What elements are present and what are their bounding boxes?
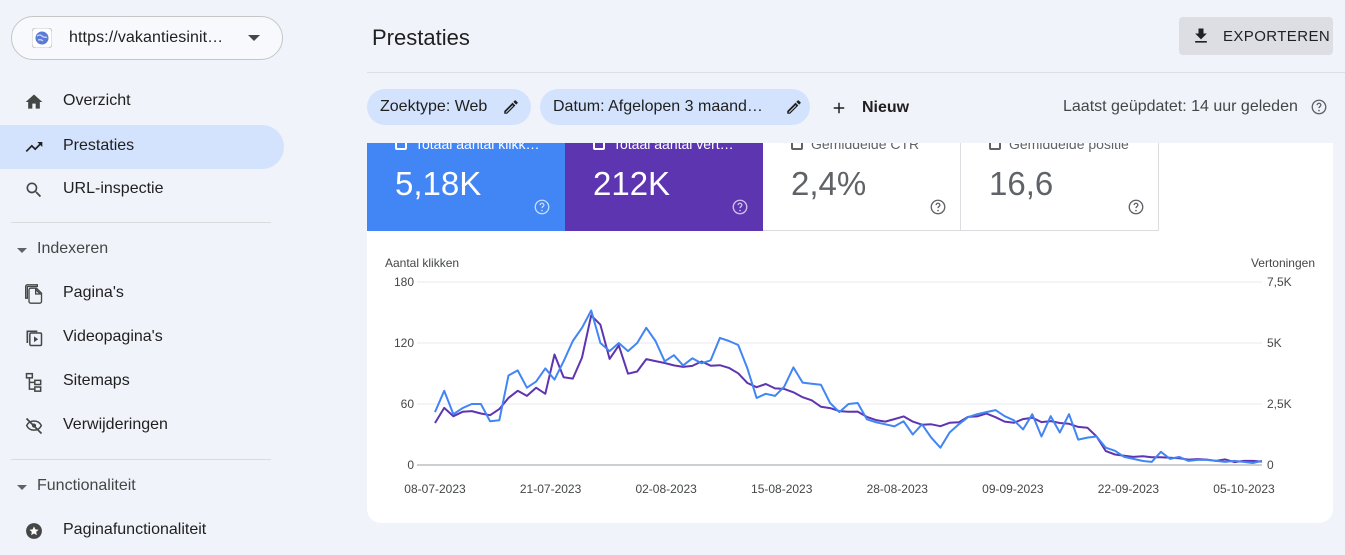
x-tick-label: 05-10-2023: [1213, 482, 1275, 496]
x-tick-label: 15-08-2023: [751, 482, 813, 496]
metric-card-clicks[interactable]: Totaal aantal klikk… 5,18K: [367, 143, 565, 231]
filter-chip-search-type[interactable]: Zoektype: Web: [367, 89, 531, 125]
section-title: Indexeren: [37, 240, 109, 257]
chart-svg: Aantal klikken Vertoningen 180 7,5K 120 5K 6…: [385, 256, 1315, 496]
x-tick-label: 09-09-2023: [982, 482, 1044, 496]
property-url: https://vakantiesinit…: [69, 29, 224, 46]
right-tick-label: 0: [1267, 458, 1274, 472]
new-filter-label: Nieuw: [862, 99, 910, 116]
divider: [11, 459, 271, 460]
edit-icon[interactable]: [785, 98, 803, 116]
nav-item-paginas[interactable]: Pagina's: [0, 272, 284, 316]
help-icon[interactable]: [533, 198, 551, 216]
clicks-series-line: [434, 309, 1263, 464]
video-pages-icon: [26, 330, 43, 347]
nav-item-label: Pagina's: [63, 284, 124, 301]
metric-value: 16,6: [989, 165, 1054, 202]
help-icon[interactable]: [1127, 198, 1145, 216]
sitemap-icon: [25, 372, 42, 392]
metric-label: Gemiddelde positie: [1009, 143, 1129, 152]
x-tick-label: 08-07-2023: [404, 482, 466, 496]
plus-icon: [833, 102, 845, 114]
checkbox-unchecked-icon[interactable]: [791, 143, 803, 150]
help-icon[interactable]: [1310, 98, 1328, 116]
new-filter-button[interactable]: Nieuw: [828, 92, 918, 122]
help-icon[interactable]: [929, 198, 947, 216]
checkbox-unchecked-icon[interactable]: [989, 143, 1001, 150]
metric-value: 5,18K: [395, 165, 482, 202]
x-tick-label: 02-08-2023: [635, 482, 697, 496]
right-tick-label: 7,5K: [1267, 275, 1292, 289]
section-title: Functionaliteit: [37, 477, 136, 494]
section-header-indexeren[interactable]: Indexeren: [0, 238, 200, 262]
metric-card-impressions[interactable]: Totaal aantal vert… 212K: [565, 143, 763, 231]
chart-series: [434, 309, 1263, 464]
checkbox-checked-icon[interactable]: [395, 143, 407, 150]
pages-icon: [25, 284, 43, 304]
sidebar: https://vakantiesinit… Overzicht Prestat…: [0, 0, 300, 555]
checkbox-checked-icon[interactable]: [593, 143, 605, 150]
metric-card-position[interactable]: Gemiddelde positie 16,6: [961, 143, 1159, 231]
metric-label: Totaal aantal klikk…: [415, 143, 540, 152]
divider: [11, 222, 271, 223]
home-icon: [25, 94, 43, 109]
metric-value: 2,4%: [791, 165, 867, 202]
performance-chart: Aantal klikken Vertoningen 180 7,5K 120 5K 6…: [367, 243, 1333, 513]
right-tick-label: 2,5K: [1267, 397, 1292, 411]
impressions-series-line: [434, 314, 1263, 464]
chip-label: Datum: Afgelopen 3 maand…: [553, 98, 763, 115]
page-title: Prestaties: [372, 25, 470, 50]
left-tick-label: 60: [401, 397, 415, 411]
caret-down-icon: [17, 248, 27, 253]
caret-down-icon: [17, 485, 27, 490]
nav-item-label: Paginafunctionaliteit: [63, 521, 207, 538]
chevron-down-icon: [248, 35, 260, 41]
nav-item-label: Verwijderingen: [63, 416, 168, 433]
x-tick-label: 22-09-2023: [1098, 482, 1160, 496]
search-icon: [26, 182, 42, 198]
edit-icon[interactable]: [502, 98, 520, 116]
nav-item-verwijderingen[interactable]: Verwijderingen: [0, 404, 284, 448]
nav-item-prestaties[interactable]: Prestaties: [0, 125, 284, 169]
x-tick-label: 28-08-2023: [867, 482, 929, 496]
nav-item-label: Sitemaps: [63, 372, 130, 389]
section-header-functionaliteit[interactable]: Functionaliteit: [0, 475, 200, 499]
metric-label: Totaal aantal vert…: [613, 143, 734, 152]
left-tick-label: 120: [394, 336, 414, 350]
chip-label: Zoektype: Web: [380, 98, 488, 115]
right-axis-label: Vertoningen: [1251, 256, 1315, 270]
export-label: EXPORTEREN: [1223, 28, 1331, 45]
metric-value: 212K: [593, 165, 671, 202]
page-experience-icon: [26, 523, 42, 539]
trending-up-icon: [25, 142, 43, 152]
nav-item-label: Prestaties: [63, 137, 135, 154]
left-tick-label: 180: [394, 275, 414, 289]
export-button[interactable]: EXPORTEREN: [1179, 17, 1333, 55]
property-selector[interactable]: https://vakantiesinit…: [11, 16, 283, 60]
filter-chip-date[interactable]: Datum: Afgelopen 3 maand…: [540, 89, 810, 125]
left-axis-label: Aantal klikken: [385, 256, 459, 270]
last-updated-text: Laatst geüpdatet: 14 uur geleden: [1063, 98, 1298, 115]
help-icon[interactable]: [731, 198, 749, 216]
globe-icon: [32, 28, 52, 48]
left-tick-label: 0: [407, 458, 414, 472]
chart-ticks: 180 7,5K 120 5K 60 2,5K 0 0 08-07-2023 21-07-2023…: [394, 275, 1292, 496]
nav-item-label: URL-inspectie: [63, 180, 164, 197]
nav-item-label: Videopagina's: [63, 328, 163, 345]
metric-card-ctr[interactable]: Gemiddelde CTR 2,4%: [763, 143, 961, 231]
nav-item-label: Overzicht: [63, 92, 131, 109]
nav-item-overzicht[interactable]: Overzicht: [0, 80, 284, 124]
nav-item-paginafunctionaliteit[interactable]: Paginafunctionaliteit: [0, 509, 284, 553]
metric-label: Gemiddelde CTR: [811, 143, 920, 152]
download-icon: [1195, 28, 1207, 43]
right-tick-label: 5K: [1267, 336, 1282, 350]
removals-icon: [25, 417, 43, 435]
chart-gridlines: [417, 281, 1262, 466]
nav-item-url-inspectie[interactable]: URL-inspectie: [0, 168, 284, 212]
nav-item-sitemaps[interactable]: Sitemaps: [0, 360, 284, 404]
x-tick-label: 21-07-2023: [520, 482, 582, 496]
performance-card: Totaal aantal klikk… 5,18K Totaal aantal…: [367, 143, 1333, 523]
nav-item-videopaginas[interactable]: Videopagina's: [0, 316, 284, 360]
header-divider: [367, 72, 1345, 73]
